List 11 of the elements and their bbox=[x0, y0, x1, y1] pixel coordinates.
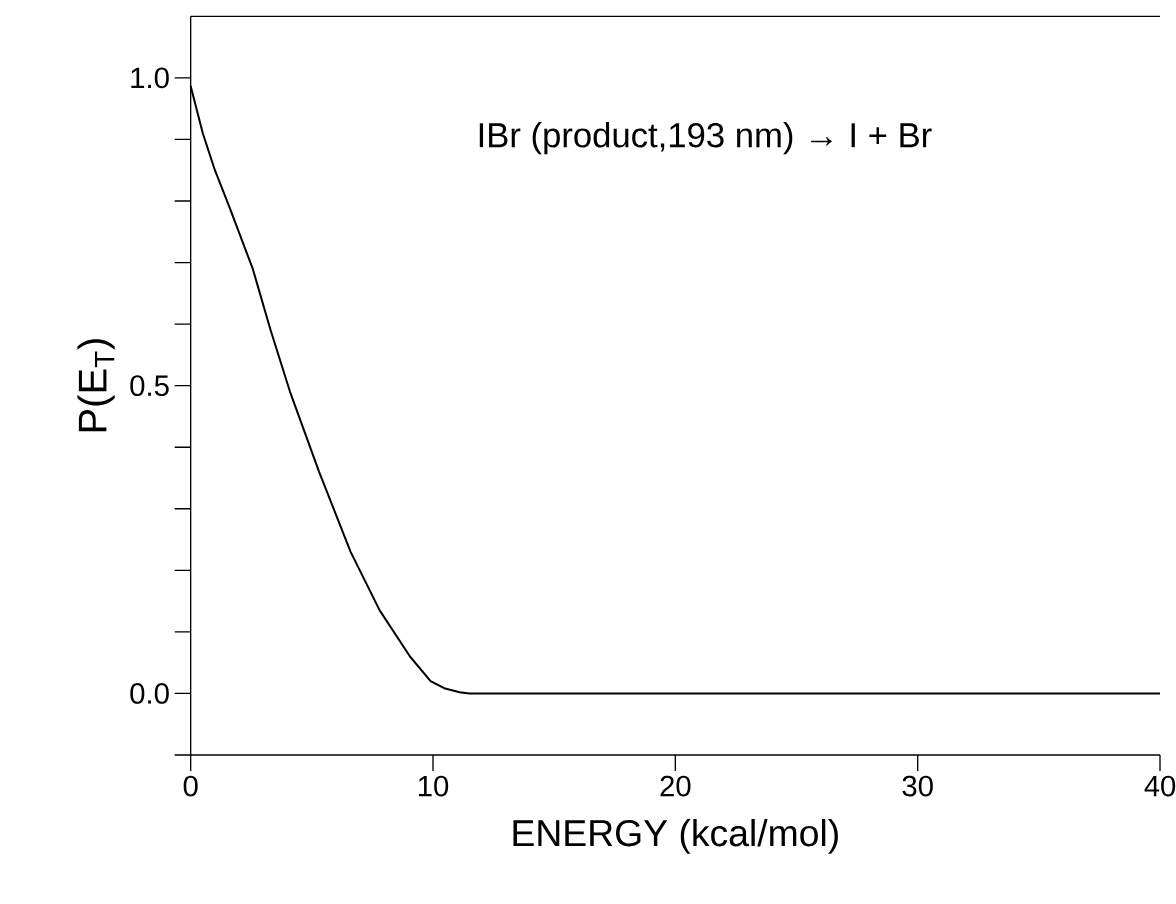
x-axis-title: ENERGY (kcal/mol) bbox=[513, 818, 838, 854]
x-tick-label: 30 bbox=[902, 775, 933, 797]
y-tick-label: 1.0 bbox=[131, 67, 169, 89]
y-tick-label: 0.5 bbox=[130, 375, 169, 397]
annotation: IBr (product,193 nm) → I + Br bbox=[479, 122, 932, 155]
y-tick-label: 0.0 bbox=[130, 683, 169, 704]
x-tick-label: 20 bbox=[660, 775, 691, 797]
x-tick-label: 40 bbox=[1144, 775, 1176, 797]
x-tick-label: 10 bbox=[418, 775, 449, 797]
x-tick-label: 0 bbox=[183, 775, 198, 797]
y-axis-title: P(E$_{T}$) bbox=[77, 339, 115, 432]
